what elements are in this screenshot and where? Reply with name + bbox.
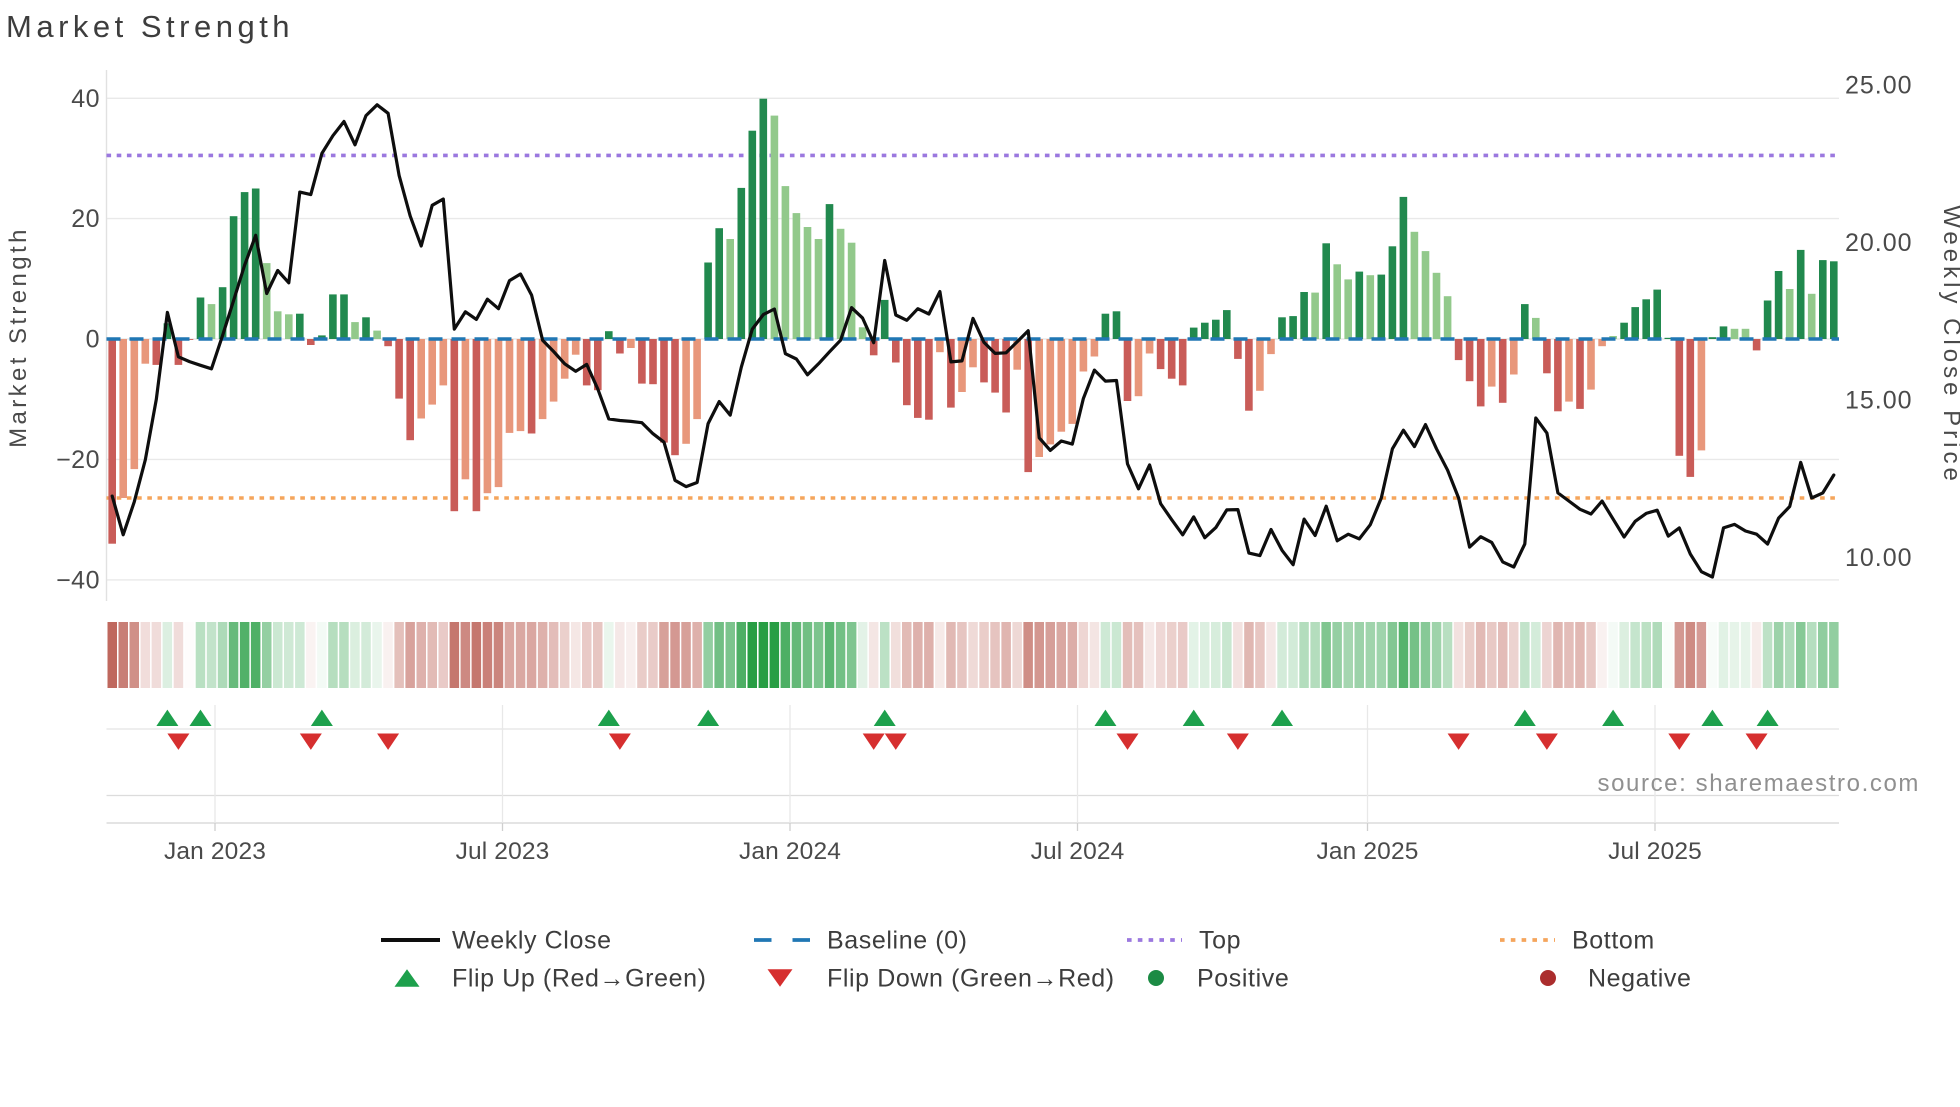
svg-text:Negative: Negative	[1588, 965, 1691, 993]
svg-text:Market Strength: Market Strength	[6, 9, 294, 44]
svg-text:source: sharemaestro.com: source: sharemaestro.com	[1597, 770, 1920, 797]
svg-text:Positive: Positive	[1197, 965, 1289, 993]
svg-text:0: 0	[86, 326, 100, 354]
svg-text:Market Strength: Market Strength	[5, 226, 32, 448]
svg-text:Jan 2024: Jan 2024	[739, 838, 841, 865]
svg-text:Jul 2024: Jul 2024	[1031, 838, 1125, 865]
svg-text:20.00: 20.00	[1845, 229, 1913, 257]
svg-text:Baseline (0): Baseline (0)	[827, 927, 968, 955]
svg-text:−20: −20	[56, 446, 100, 474]
svg-text:10.00: 10.00	[1845, 544, 1913, 572]
svg-text:Flip Down (Green→Red): Flip Down (Green→Red)	[827, 965, 1115, 993]
svg-text:20: 20	[71, 205, 100, 233]
svg-text:15.00: 15.00	[1845, 387, 1913, 415]
svg-text:Bottom: Bottom	[1572, 927, 1655, 955]
svg-text:Jan 2023: Jan 2023	[164, 838, 266, 865]
svg-text:40: 40	[71, 85, 100, 113]
svg-text:Jul 2023: Jul 2023	[456, 838, 550, 865]
svg-text:Weekly Close: Weekly Close	[452, 927, 612, 955]
svg-text:−40: −40	[56, 566, 100, 594]
svg-text:Jan 2025: Jan 2025	[1316, 838, 1418, 865]
svg-text:Flip Up (Red→Green): Flip Up (Red→Green)	[452, 965, 707, 993]
svg-text:Jul 2025: Jul 2025	[1608, 838, 1702, 865]
svg-text:Weekly Close Price: Weekly Close Price	[1938, 205, 1960, 485]
svg-text:Top: Top	[1199, 927, 1241, 955]
svg-text:25.00: 25.00	[1845, 72, 1913, 100]
